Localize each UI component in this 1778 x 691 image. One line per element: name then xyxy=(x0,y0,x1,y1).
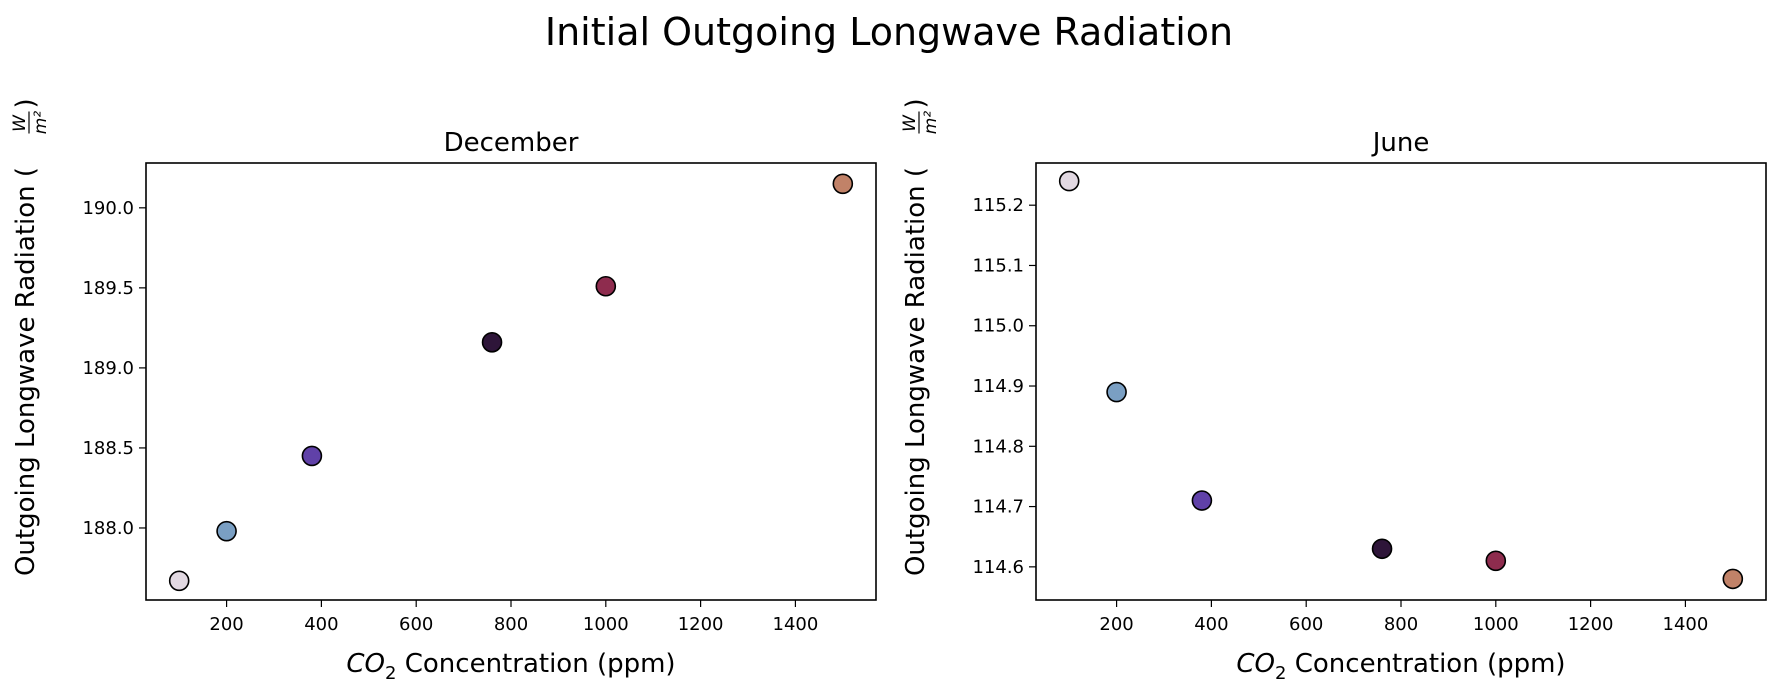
chart-panel-december: December 200 400 600 800 1000 1200 1400 188.0 188… xyxy=(10,98,877,684)
data-point xyxy=(1371,538,1393,560)
y-axis-unit-numerator: W xyxy=(900,114,920,132)
data-point xyxy=(168,570,190,592)
chart-panel-june: June 200 400 600 800 1000 1200 1400 114.6 114.7 11… xyxy=(900,98,1767,684)
x-tick-label: 800 xyxy=(494,614,528,635)
x-tick-label: 1400 xyxy=(773,614,819,635)
y-tick-label: 114.8 xyxy=(972,436,1024,457)
data-point xyxy=(832,173,854,195)
data-point xyxy=(301,445,323,467)
y-axis-label: Outgoing Longwave Radiation ( W m²) xyxy=(10,98,51,576)
x-axis-label: CO2 Concentration (ppm) xyxy=(1236,649,1565,684)
x-tick-label: 1400 xyxy=(1663,614,1709,635)
data-point xyxy=(595,275,617,297)
x-tick-label: 200 xyxy=(1099,614,1133,635)
y-tick-label: 188.0 xyxy=(82,518,134,539)
y-tick-label: 115.0 xyxy=(972,316,1024,337)
y-tick-label: 114.7 xyxy=(972,497,1024,518)
x-axis-label-rest: Concentration (ppm) xyxy=(396,649,675,679)
y-axis-label-text: Outgoing Longwave Radiation ( xyxy=(11,167,41,576)
x-tick-label: 400 xyxy=(1194,614,1228,635)
x-axis-label-sub: 2 xyxy=(1275,663,1286,684)
y-tick-label: 115.2 xyxy=(972,195,1024,216)
chart-title: June xyxy=(1371,128,1430,158)
y-tick-label: 189.0 xyxy=(82,358,134,379)
x-tick-label: 1000 xyxy=(1473,614,1519,635)
y-axis-label: Outgoing Longwave Radiation ( W m²) xyxy=(900,98,941,576)
y-tick-label: 189.5 xyxy=(82,278,134,299)
y-axis-unit-denominator: m² xyxy=(31,111,51,135)
y-tick-label: 114.9 xyxy=(972,376,1024,397)
x-axis-label-co: CO xyxy=(1236,649,1275,679)
y-tick-label: 115.1 xyxy=(972,255,1024,276)
y-axis-label-text: Outgoing Longwave Radiation ( xyxy=(901,167,931,576)
data-point xyxy=(1485,550,1507,572)
data-point xyxy=(1058,170,1080,192)
data-point xyxy=(1191,490,1213,511)
plot-frame xyxy=(1035,162,1767,601)
x-tick-label: 400 xyxy=(304,614,338,635)
x-axis-label-rest: Concentration (ppm) xyxy=(1286,649,1565,679)
x-tick-label: 1200 xyxy=(1568,614,1614,635)
data-point xyxy=(216,520,237,542)
x-axis-label: CO2 Concentration (ppm) xyxy=(346,649,675,684)
chart-title: December xyxy=(444,128,579,158)
y-axis-unit-denominator: m² xyxy=(921,111,941,135)
figure-title: Initial Outgoing Longwave Radiation xyxy=(545,10,1233,54)
y-axis-unit-numerator: W xyxy=(10,114,30,132)
data-point xyxy=(1722,568,1744,590)
x-tick-label: 800 xyxy=(1384,614,1418,635)
y-tick-label: 190.0 xyxy=(82,198,134,219)
y-tick-label: 114.6 xyxy=(972,557,1024,578)
data-point xyxy=(1106,381,1127,403)
y-axis-label-close: ) xyxy=(901,98,931,108)
data-point xyxy=(481,331,503,353)
x-tick-label: 600 xyxy=(1289,614,1323,635)
x-tick-label: 1000 xyxy=(583,614,629,635)
x-tick-label: 600 xyxy=(399,614,433,635)
y-axis-label-close: ) xyxy=(11,98,41,108)
x-tick-label: 1200 xyxy=(678,614,724,635)
y-tick-label: 188.5 xyxy=(82,438,134,459)
x-axis-label-co: CO xyxy=(346,649,385,679)
x-tick-label: 200 xyxy=(209,614,243,635)
x-axis-label-sub: 2 xyxy=(385,663,396,684)
plot-frame xyxy=(145,162,877,601)
